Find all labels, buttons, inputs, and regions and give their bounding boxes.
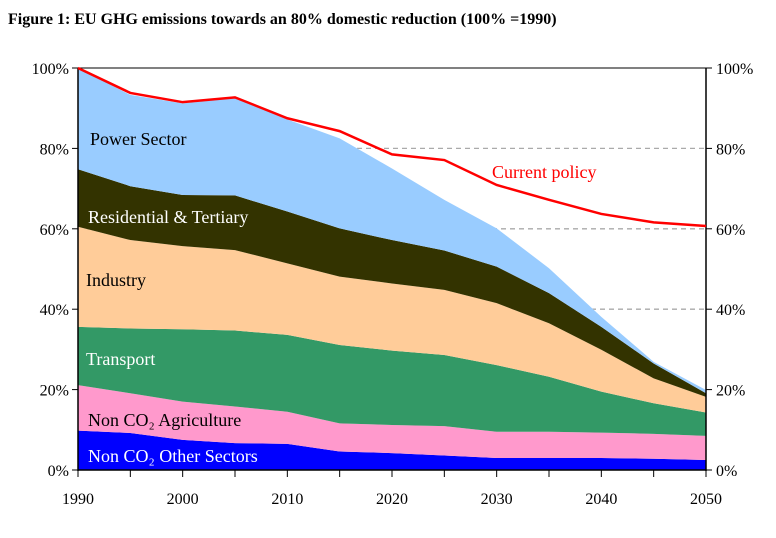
series-label: Non CO₂ Agriculture	[88, 410, 241, 430]
y-tick-label-right: 40%	[716, 302, 745, 319]
series-label: Non CO₂ Other Sectors	[88, 446, 258, 466]
series-label: Residential & Tertiary	[88, 207, 248, 227]
x-tick-label: 2000	[167, 491, 199, 508]
y-tick-label-left: 0%	[48, 463, 69, 480]
series-label: Industry	[86, 270, 146, 290]
area-residential-tertiary	[78, 169, 706, 397]
x-tick-label: 2050	[690, 491, 722, 508]
y-tick-label-right: 80%	[716, 141, 745, 158]
x-tick-label: 1990	[62, 491, 94, 508]
current-policy-label: Current policy	[492, 162, 596, 182]
y-tick-label-right: 20%	[716, 383, 745, 400]
y-tick-label-right: 60%	[716, 222, 745, 239]
x-tick-label: 2040	[585, 491, 617, 508]
y-tick-label-left: 20%	[40, 383, 69, 400]
y-tick-label-right: 100%	[716, 61, 753, 78]
y-tick-label-left: 100%	[32, 61, 69, 78]
chart-title: Figure 1: EU GHG emissions towards an 80…	[8, 11, 557, 28]
x-tick-label: 2020	[376, 491, 408, 508]
y-tick-label-right: 0%	[716, 463, 737, 480]
area-power-sector	[78, 68, 706, 394]
current-policy-line	[77, 66, 707, 228]
x-tick-label: 2030	[481, 491, 513, 508]
area-non-co-agriculture	[78, 385, 706, 460]
area-non-co-other-sectors	[78, 430, 706, 470]
series-label: Transport	[86, 349, 155, 369]
area-transport	[78, 326, 706, 436]
y-tick-label-left: 60%	[40, 222, 69, 239]
x-tick-label: 2010	[271, 491, 303, 508]
series-label: Power Sector	[90, 129, 186, 149]
y-tick-label-left: 80%	[40, 141, 69, 158]
area-industry	[78, 226, 706, 413]
y-tick-label-left: 40%	[40, 302, 69, 319]
